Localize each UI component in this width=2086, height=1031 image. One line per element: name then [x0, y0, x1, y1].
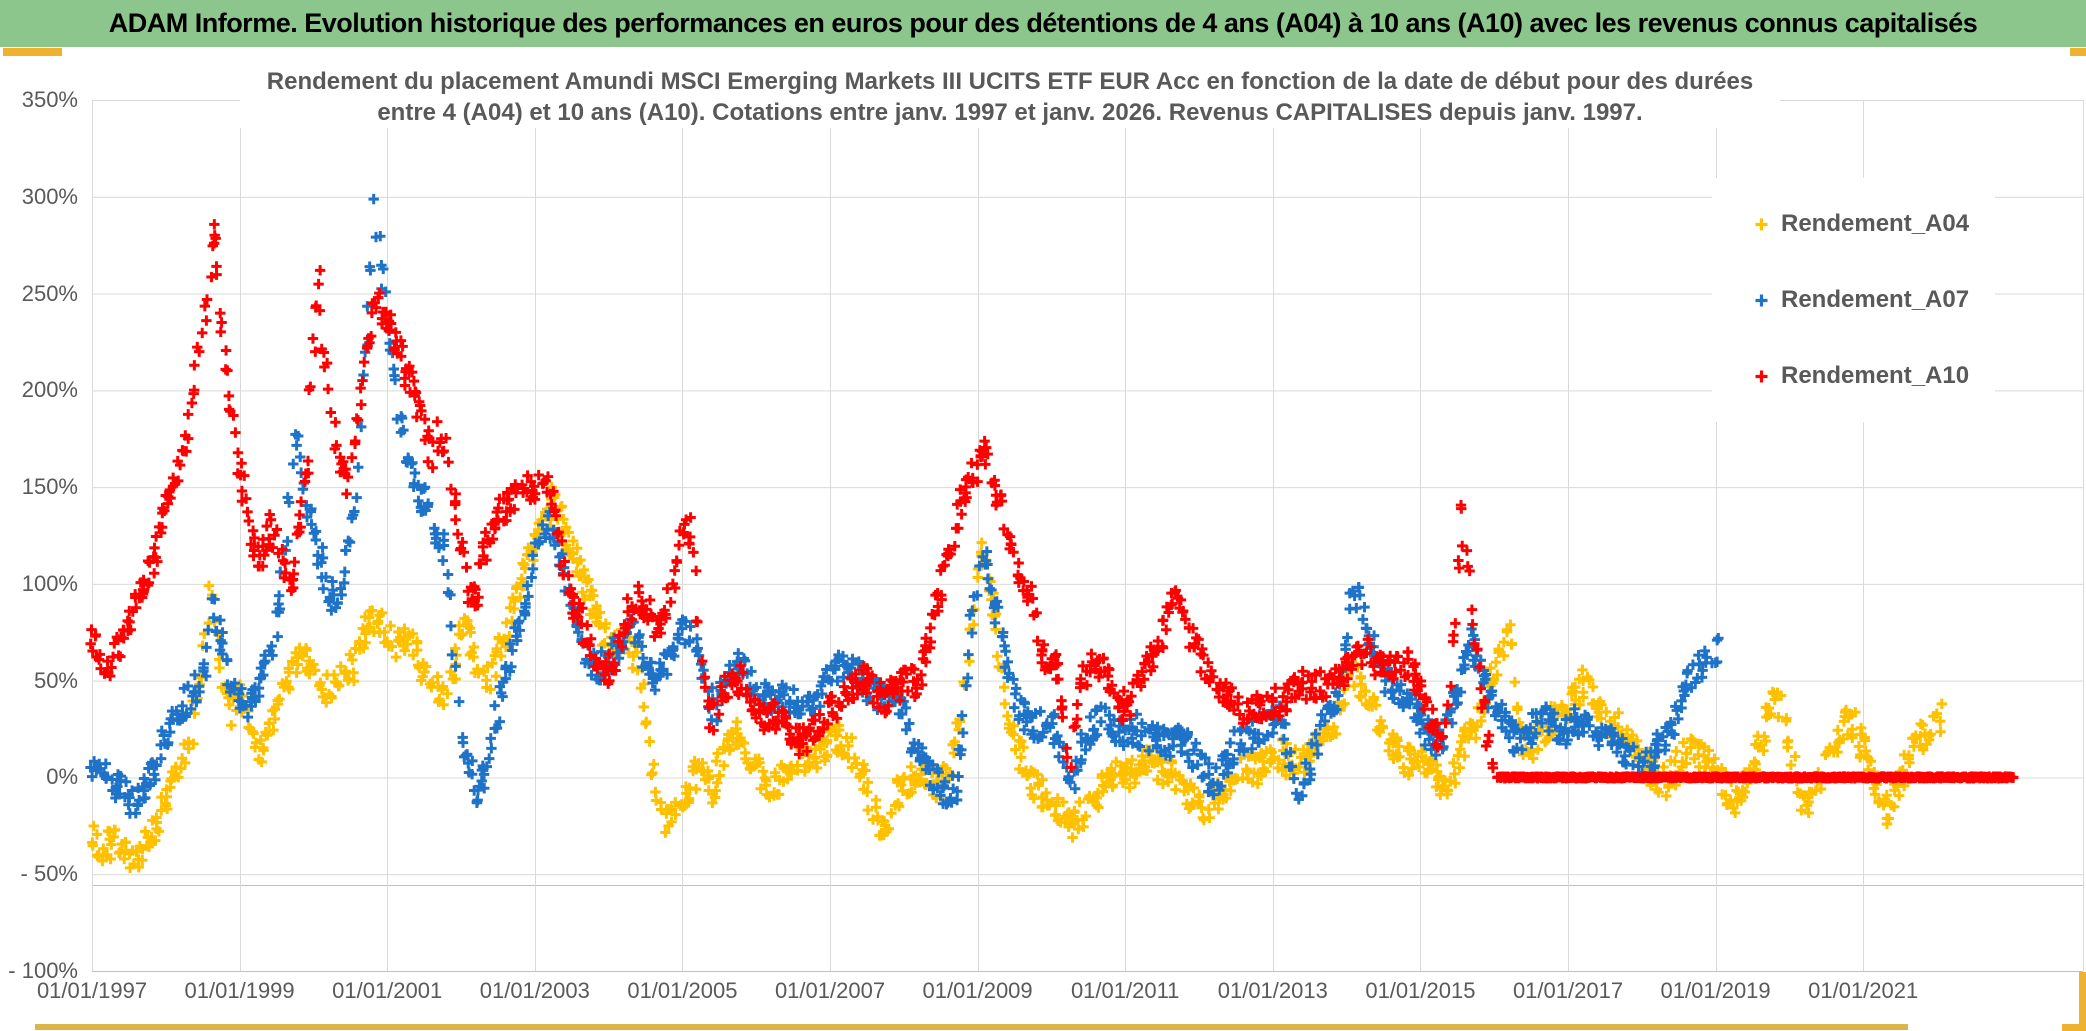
x-axis-tick-label: 01/01/2005 — [627, 978, 738, 1003]
x-axis-tick-label: 01/01/2001 — [332, 978, 443, 1003]
legend: Rendement_A04 Rendement_A07 Rendement_A1… — [1712, 178, 1995, 422]
chart-title-line1: Rendement du placement Amundi MSCI Emerg… — [266, 68, 1754, 95]
plus-marker-icon — [1754, 217, 1769, 232]
x-axis-tick-label: 01/01/2007 — [774, 978, 886, 1003]
legend-item-rendement-a10[interactable]: Rendement_A10 — [1712, 362, 1995, 390]
x-axis-tick-label: 01/01/1997 — [36, 978, 148, 1003]
bottom-strip — [35, 1024, 1908, 1030]
x-axis-tick-label: 01/01/2013 — [1217, 978, 1328, 1003]
x-axis-tick-label: 01/01/2017 — [1512, 978, 1624, 1003]
legend-item-rendement-a04[interactable]: Rendement_A04 — [1712, 210, 1995, 238]
y-axis-tick-label: 350% — [21, 87, 78, 112]
page-title: ADAM Informe. Evolution historique des p… — [108, 8, 1978, 38]
x-axis-tick-label: 01/01/1999 — [184, 978, 295, 1003]
chart-title: Rendement du placement Amundi MSCI Emerg… — [240, 66, 1780, 128]
plus-marker-icon — [1754, 293, 1769, 308]
gold-accent-right-bar — [2079, 972, 2086, 1031]
header-bar: ADAM Informe. Evolution historique des p… — [0, 0, 2086, 47]
legend-label: Rendement_A10 — [1781, 362, 1970, 389]
gold-accent-top-left — [3, 48, 62, 56]
y-axis-tick-label: 150% — [21, 474, 78, 500]
y-axis-tick-label: 300% — [21, 183, 78, 209]
plus-marker-icon — [1754, 369, 1769, 384]
x-axis-tick-label: 01/01/2009 — [922, 978, 1033, 1003]
gold-accent-top-right — [2070, 48, 2086, 56]
y-axis-tick-label: 200% — [21, 377, 78, 403]
x-axis-tick-label: 01/01/2003 — [479, 978, 590, 1003]
y-axis-tick-label: 250% — [21, 280, 78, 306]
x-axis-tick-label: 01/01/2021 — [1808, 978, 1919, 1003]
x-axis-tick-label: 01/01/2015 — [1365, 978, 1476, 1003]
gold-accent-bottom-right — [2062, 1024, 2086, 1031]
y-axis-tick-label: - 50% — [20, 861, 78, 887]
legend-label: Rendement_A07 — [1781, 286, 1970, 313]
chart-title-line2: entre 4 (A04) et 10 ans (A10). Cotations… — [377, 99, 1643, 126]
y-axis-tick-label: 100% — [21, 570, 78, 596]
y-axis-tick-label: 0% — [46, 764, 78, 790]
legend-item-rendement-a07[interactable]: Rendement_A07 — [1712, 286, 1995, 314]
y-axis-tick-label: - 100% — [8, 958, 78, 983]
y-axis-tick-label: 50% — [33, 667, 78, 693]
x-axis-tick-label: 01/01/2019 — [1660, 978, 1771, 1003]
x-axis-tick-label: 01/01/2011 — [1070, 978, 1180, 1003]
legend-label: Rendement_A04 — [1781, 210, 1970, 237]
chart-area: 350% 300% 250% 200% 150% 100% 50% 0% - 50% - 100%… — [0, 56, 2086, 1031]
